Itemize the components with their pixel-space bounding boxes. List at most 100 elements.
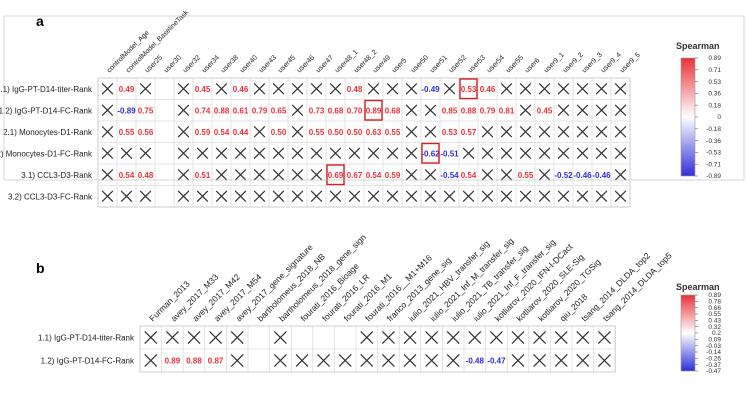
- cross-mark: [139, 83, 152, 95]
- cross-mark: [187, 331, 201, 344]
- cross-mark: [424, 126, 437, 138]
- legend-tick-label: 0.78: [708, 299, 721, 306]
- row-label: 2.2) Monocytes-D1-FC-Rank: [0, 149, 93, 158]
- heatmap-border: [139, 325, 616, 373]
- column-label: user30: [163, 54, 183, 74]
- column-label: user54: [486, 54, 506, 74]
- legend-tick-label: -0.47: [706, 368, 721, 375]
- legend-tick-label: -0.89: [706, 173, 721, 180]
- cross-mark: [295, 354, 309, 367]
- cross-mark: [576, 104, 589, 116]
- cross-mark: [614, 169, 627, 181]
- cell-value: 0.45: [537, 106, 553, 115]
- cross-mark: [443, 190, 456, 202]
- cross-mark: [139, 147, 152, 159]
- cross-mark: [481, 126, 494, 138]
- cross-mark: [519, 104, 532, 116]
- legend-tick-label: -0.37: [706, 362, 721, 369]
- cross-mark: [177, 190, 190, 202]
- legend-tick-label: -0.26: [706, 356, 721, 363]
- cross-mark: [101, 83, 114, 95]
- row-label: 3.1) CCL3-D3-Rank: [21, 171, 93, 180]
- cross-mark: [291, 147, 304, 159]
- cross-mark: [519, 190, 532, 202]
- cell-value: -0.46: [592, 171, 611, 180]
- cross-mark: [234, 147, 247, 159]
- cross-mark: [381, 354, 395, 367]
- cross-mark: [576, 331, 590, 344]
- cross-mark: [481, 147, 494, 159]
- cross-mark: [557, 126, 570, 138]
- cross-mark: [329, 147, 342, 159]
- cross-mark: [500, 126, 513, 138]
- cross-mark: [386, 190, 399, 202]
- cross-mark: [234, 169, 247, 181]
- cross-mark: [329, 190, 342, 202]
- cell-value: 0.55: [119, 128, 135, 137]
- highlight-box: [459, 78, 478, 100]
- cell-value: 0.57: [461, 128, 477, 137]
- cross-mark: [139, 190, 152, 202]
- cross-mark: [273, 331, 287, 344]
- cell-value: 0.59: [385, 171, 401, 180]
- legend-tick-label: -0.36: [706, 138, 721, 145]
- column-label: user50: [410, 54, 430, 74]
- cell-value: 0.85: [442, 106, 458, 115]
- cross-mark: [557, 190, 570, 202]
- cross-mark: [144, 331, 158, 344]
- cross-mark: [424, 169, 437, 181]
- cell-value: 0.53: [461, 85, 477, 94]
- cross-mark: [234, 190, 247, 202]
- legend-tick-label: 0.71: [708, 67, 721, 74]
- cross-mark: [165, 331, 179, 344]
- cross-mark: [425, 354, 439, 367]
- cross-mark: [519, 83, 532, 95]
- cross-mark: [500, 190, 513, 202]
- highlight-box: [364, 99, 383, 121]
- cell-value: 0.50: [328, 128, 344, 137]
- cross-mark: [101, 126, 114, 138]
- legend-tick-label: 0.18: [708, 102, 721, 109]
- cross-mark: [230, 331, 244, 344]
- cross-mark: [272, 147, 285, 159]
- legend-tick-label: -0.53: [706, 150, 721, 157]
- cross-mark: [101, 190, 114, 202]
- cross-mark: [177, 104, 190, 116]
- cross-mark: [101, 169, 114, 181]
- cell-value: 0.50: [271, 128, 287, 137]
- cross-mark: [554, 354, 568, 367]
- cell-value: 0.56: [138, 128, 154, 137]
- highlight-box: [326, 164, 345, 186]
- cell-value: 0.68: [328, 106, 344, 115]
- cross-mark: [215, 169, 228, 181]
- cross-mark: [291, 169, 304, 181]
- cell-value: 0.89: [366, 106, 382, 115]
- cell-value: 0.54: [366, 171, 382, 180]
- cell-value: 0.75: [138, 106, 154, 115]
- cell-value: -0.46: [573, 171, 592, 180]
- column-label: user32: [182, 54, 202, 74]
- cross-mark: [576, 126, 589, 138]
- cell-value: 0.54: [214, 128, 230, 137]
- cross-mark: [597, 331, 611, 344]
- legend-tick-label: 0.89: [708, 55, 721, 62]
- cell-value: 0.70: [347, 106, 363, 115]
- cross-mark: [272, 169, 285, 181]
- cell-value: 0.67: [347, 171, 363, 180]
- cross-mark: [538, 126, 551, 138]
- cross-mark: [177, 147, 190, 159]
- cross-mark: [481, 169, 494, 181]
- cell-value: -0.49: [421, 85, 440, 94]
- cross-mark: [595, 126, 608, 138]
- cross-mark: [120, 147, 133, 159]
- legend-colorbar: [680, 294, 696, 372]
- cross-mark: [557, 147, 570, 159]
- column-label: user38: [220, 54, 240, 74]
- row-label: 2.1) Monocytes-D1-Rank: [3, 128, 93, 137]
- cross-mark: [381, 331, 395, 344]
- cross-mark: [554, 331, 568, 344]
- cross-mark: [405, 169, 418, 181]
- cross-mark: [367, 147, 380, 159]
- cross-mark: [595, 190, 608, 202]
